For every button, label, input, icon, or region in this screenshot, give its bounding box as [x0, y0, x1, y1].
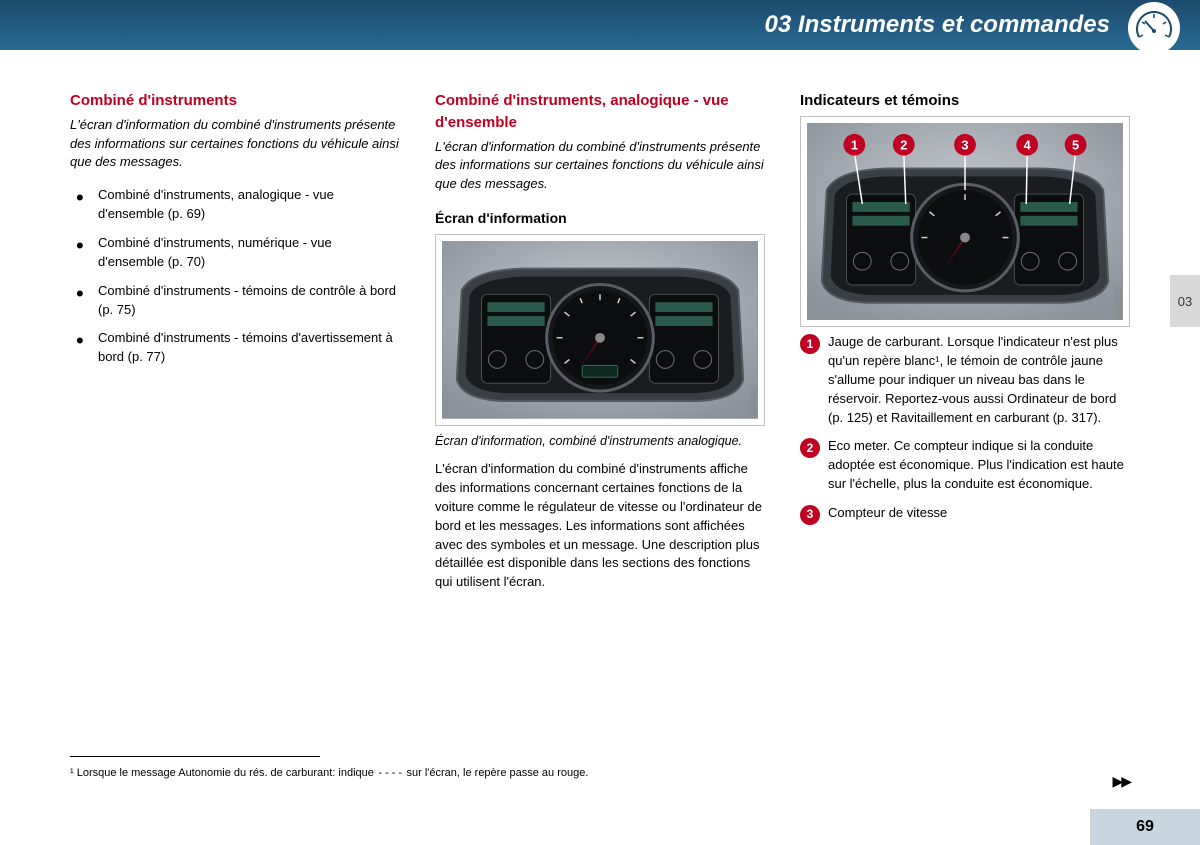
- col1-list: Combiné d'instruments, analogique - vue …: [70, 186, 400, 367]
- footnote-pre: ¹ Lorsque le message Autonomie du rés. d…: [70, 767, 377, 779]
- figure-ref-code: G047815: [1113, 287, 1125, 320]
- list-item: Combiné d'instruments - témoins de contr…: [70, 282, 400, 320]
- callout-text: Eco meter. Ce compteur indique si la con…: [828, 437, 1130, 494]
- col2-subheading: Écran d'information: [435, 208, 765, 228]
- footnote-post: sur l'écran, le repère passe au rouge.: [403, 767, 588, 779]
- callout-text: Jauge de carburant. Lorsque l'indicateur…: [828, 333, 1130, 427]
- footnote: ¹ Lorsque le message Autonomie du rés. d…: [70, 766, 588, 779]
- svg-text:1: 1: [851, 137, 858, 152]
- figure-ref-code: G047810: [748, 386, 760, 419]
- col2-heading: Combiné d'instruments, analogique - vue …: [435, 90, 765, 134]
- list-item: Combiné d'instruments, analogique - vue …: [70, 186, 400, 224]
- col2-intro: L'écran d'information du combiné d'instr…: [435, 138, 765, 195]
- svg-text:3: 3: [961, 137, 968, 152]
- continue-arrows-icon: ▶▶: [1112, 773, 1130, 790]
- callout-badge: 3: [800, 505, 820, 525]
- figure-cluster-plain: G047810: [435, 234, 765, 426]
- svg-text:4: 4: [1024, 137, 1032, 152]
- list-item: Combiné d'instruments, numérique - vue d…: [70, 234, 400, 272]
- col3-heading: Indicateurs et témoins: [800, 90, 1130, 112]
- footnote-separator: [70, 756, 320, 757]
- svg-text:2: 2: [900, 137, 907, 152]
- figure-caption: Écran d'information, combiné d'instrumen…: [435, 432, 765, 450]
- page-header: 03 Instruments et commandes: [0, 0, 1200, 50]
- callout-text: Compteur de vitesse: [828, 504, 1130, 525]
- column-1: Combiné d'instruments L'écran d'informat…: [70, 90, 400, 602]
- content-area: Combiné d'instruments L'écran d'informat…: [0, 50, 1200, 612]
- header-gauge-icon: [1128, 2, 1180, 54]
- col1-heading: Combiné d'instruments: [70, 90, 400, 112]
- footnote-dashes: ----: [377, 766, 404, 779]
- side-tab: 03: [1170, 275, 1200, 327]
- list-item: Combiné d'instruments - témoins d'averti…: [70, 329, 400, 367]
- callout-row: 3 Compteur de vitesse: [800, 504, 1130, 525]
- column-3: Indicateurs et témoins: [800, 90, 1130, 602]
- page-number: 69: [1090, 809, 1200, 845]
- callout-badge: 2: [800, 438, 820, 458]
- column-2: Combiné d'instruments, analogique - vue …: [435, 90, 765, 602]
- callout-row: 2 Eco meter. Ce compteur indique si la c…: [800, 437, 1130, 494]
- svg-text:5: 5: [1072, 137, 1079, 152]
- callout-row: 1 Jauge de carburant. Lorsque l'indicate…: [800, 333, 1130, 427]
- chapter-title: 03 Instruments et commandes: [765, 11, 1110, 39]
- callout-badge: 1: [800, 334, 820, 354]
- col1-intro: L'écran d'information du combiné d'instr…: [70, 116, 400, 173]
- col2-para: L'écran d'information du combiné d'instr…: [435, 460, 765, 592]
- figure-cluster-markers: 1 2 3 4 5 G047815: [800, 116, 1130, 328]
